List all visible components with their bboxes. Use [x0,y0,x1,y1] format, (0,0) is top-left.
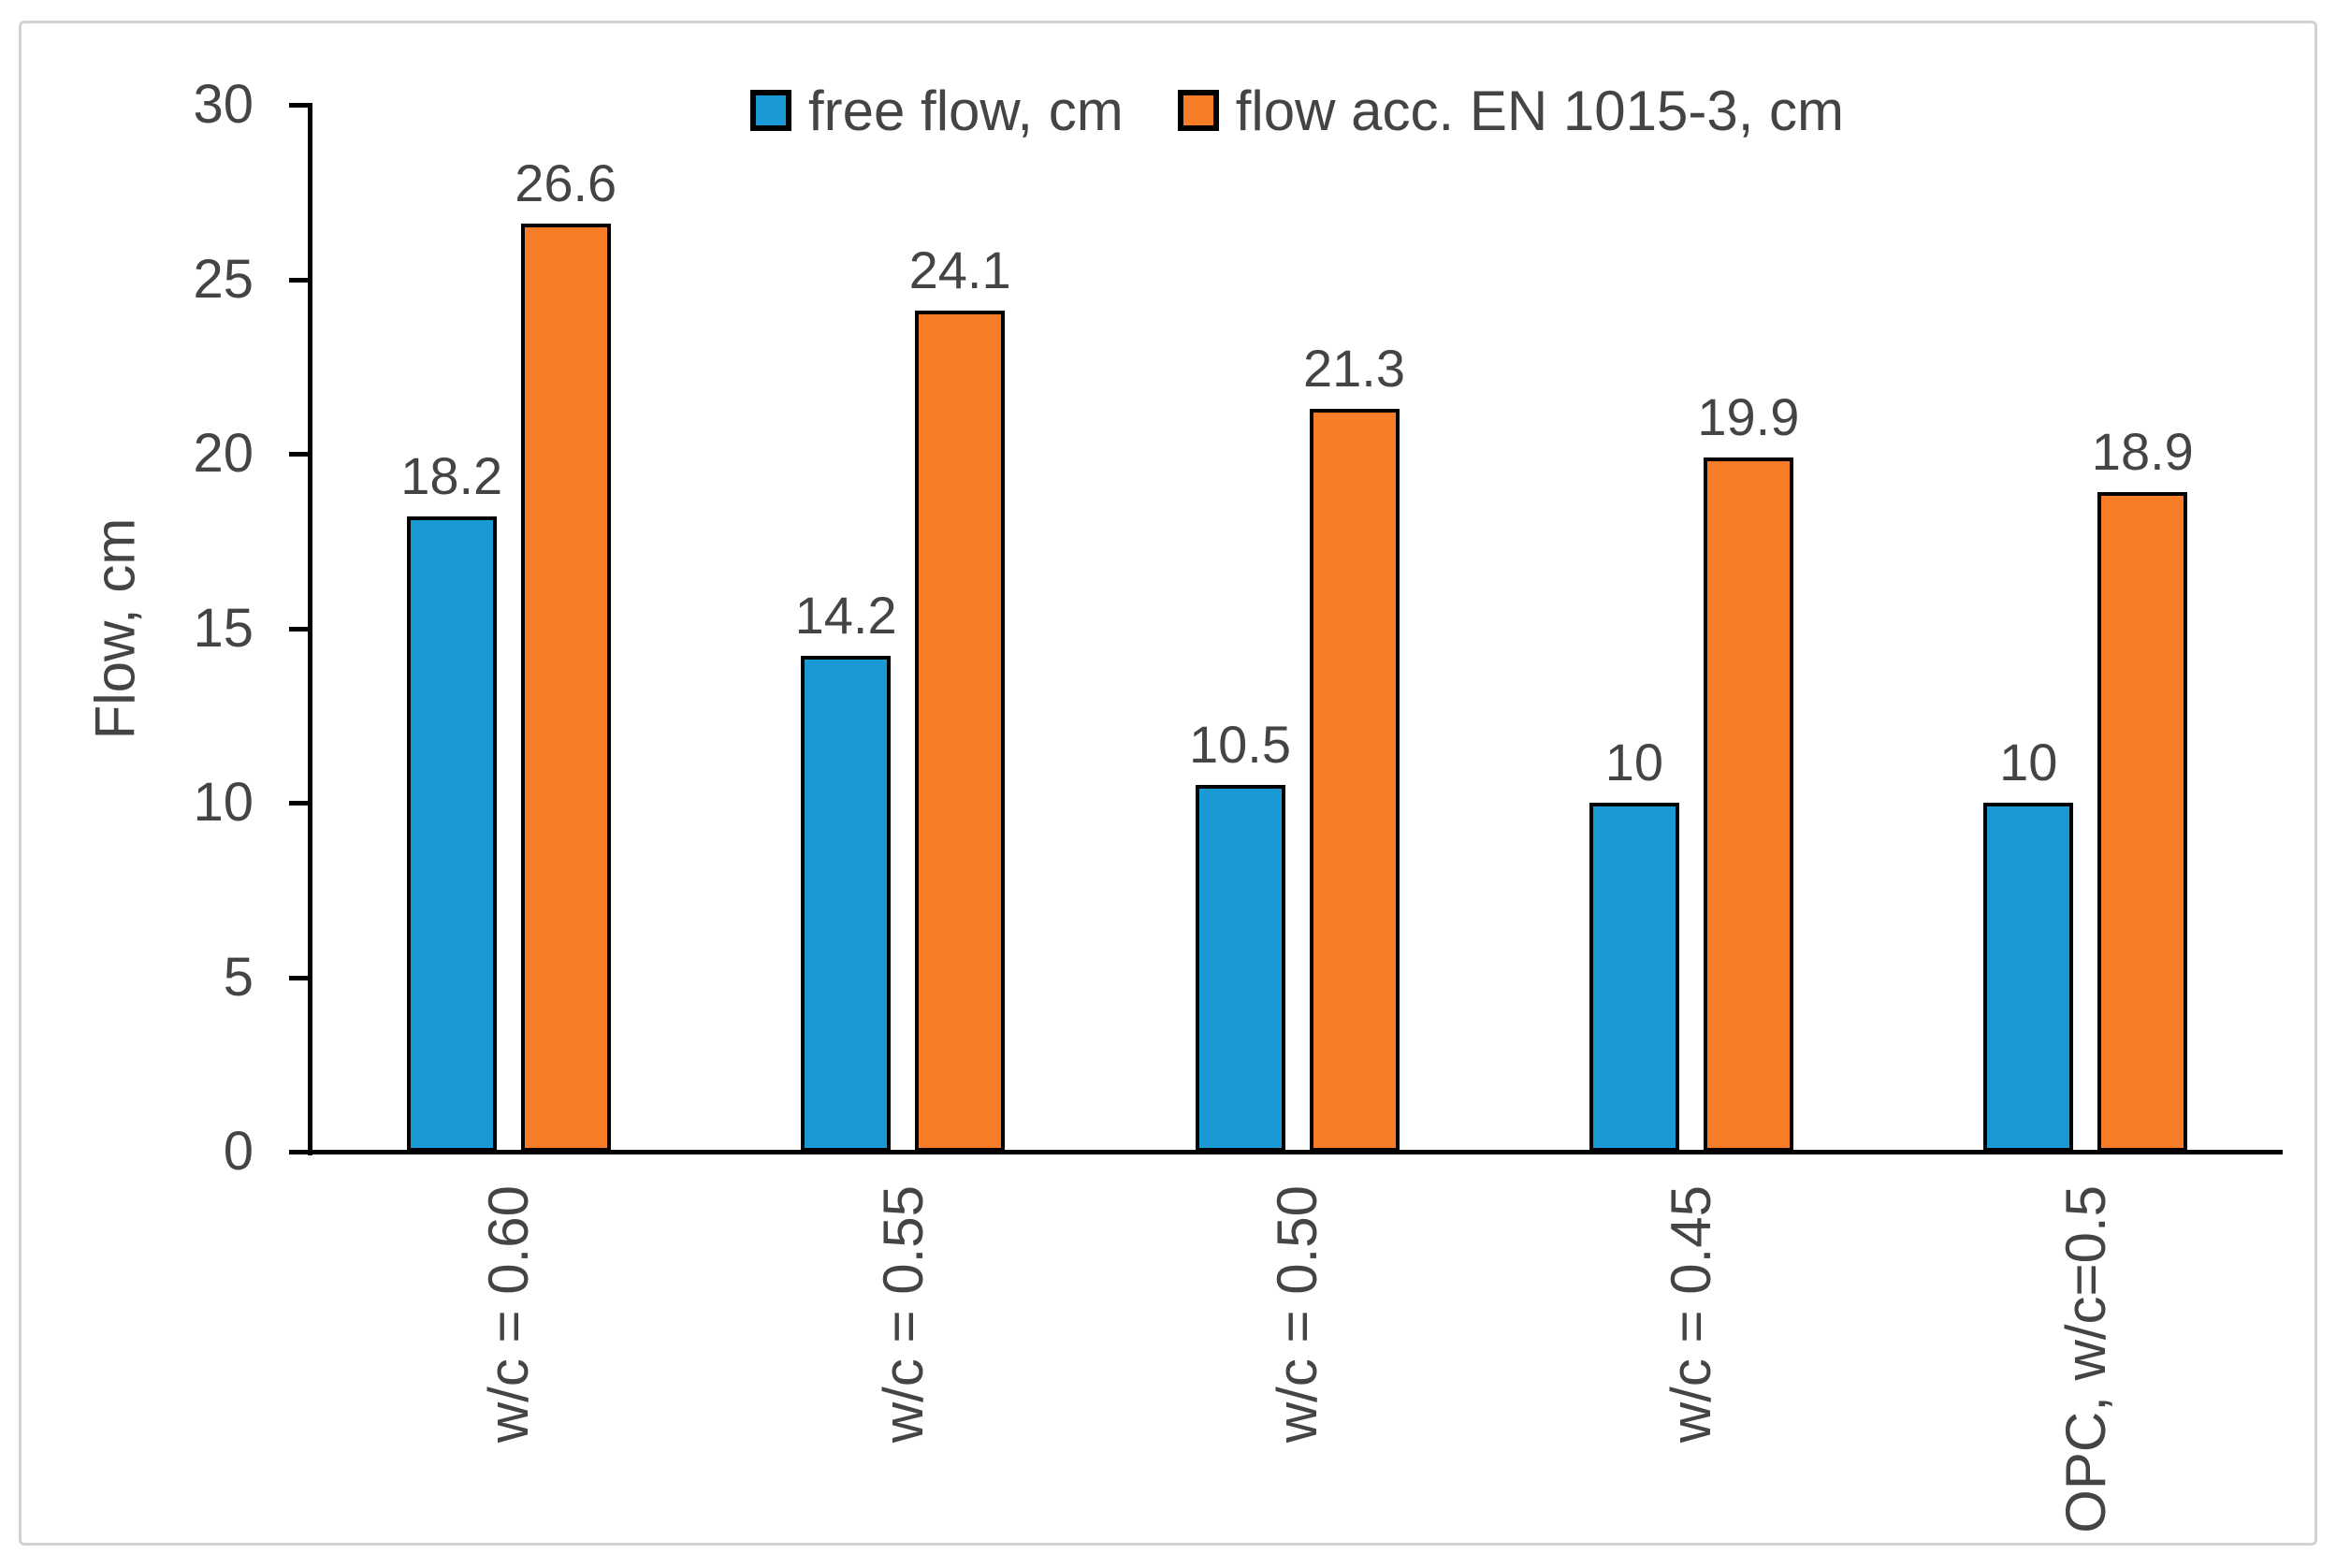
legend-label: flow acc. EN 1015-3, cm [1235,79,1845,142]
bar-value-label: 21.3 [1303,338,1405,398]
y-axis-tick [289,801,310,806]
bar-en-flow [1703,457,1793,1152]
x-axis-category-label: OPC, w/c=0.5 [2053,1185,2117,1533]
y-axis-tick-label: 25 [193,248,254,310]
y-axis-tick [289,103,310,108]
bar-en-flow [2097,492,2188,1152]
bar-free-flow [1983,803,2074,1152]
bar-value-label: 10 [1999,733,2058,791]
bar-value-label: 19.9 [1697,386,1800,446]
legend-item-en-flow: flow acc. EN 1015-3, cm [1177,79,1845,143]
bar-free-flow [1195,785,1285,1152]
y-axis-tick [289,626,310,632]
legend: free flow, cm flow acc. EN 1015-3, cm [312,78,2283,143]
y-axis-tick [289,452,310,457]
bar-en-flow [1309,408,1400,1152]
x-axis-category-label: w/c = 0.55 [871,1185,935,1444]
y-axis-tick [289,277,310,283]
y-axis-tick-label: 30 [193,74,254,135]
category-label-box: w/c = 0.45 [1504,1185,1879,1568]
x-axis-category-label: w/c = 0.45 [1660,1185,1723,1444]
bar-free-flow [1589,803,1679,1152]
bar-value-label: 18.9 [2091,422,2194,482]
bar-value-label: 10 [1604,733,1664,791]
bar-value-label: 24.1 [908,240,1011,300]
x-axis-line [308,1150,2283,1154]
bar-en-flow [520,223,611,1152]
x-axis-category-label: w/c = 0.60 [477,1185,541,1444]
legend-item-free-flow: free flow, cm [749,79,1124,143]
bar-value-label: 10.5 [1189,715,1291,775]
y-axis-tick [289,1150,310,1154]
bar-value-label: 26.6 [515,152,617,212]
x-axis-category-label: w/c = 0.50 [1266,1185,1328,1444]
y-axis-tick [289,975,310,980]
legend-label: free flow, cm [807,79,1124,142]
y-axis-tick-label: 10 [193,772,254,833]
y-axis-tick-label: 15 [193,597,254,659]
bar-free-flow [406,516,497,1152]
bar-free-flow [801,656,892,1152]
legend-swatch-icon [1177,90,1219,131]
y-axis-tick-label: 20 [193,423,254,484]
y-axis-line [308,103,312,1155]
category-label-box: OPC, w/c=0.5 [1898,1185,2272,1568]
category-label-box: w/c = 0.60 [322,1185,696,1568]
bar-en-flow [915,311,1006,1152]
bar-value-label: 18.2 [400,446,503,506]
y-axis-tick-label: 0 [223,1121,254,1182]
category-label-box: w/c = 0.50 [1110,1185,1485,1568]
chart-frame: free flow, cm flow acc. EN 1015-3, cm Flo… [19,21,2317,1546]
legend-swatch-icon [749,90,791,131]
bar-value-label: 14.2 [794,586,897,646]
category-label-box: w/c = 0.55 [716,1185,1090,1568]
y-axis-tick-label: 5 [223,946,254,1008]
